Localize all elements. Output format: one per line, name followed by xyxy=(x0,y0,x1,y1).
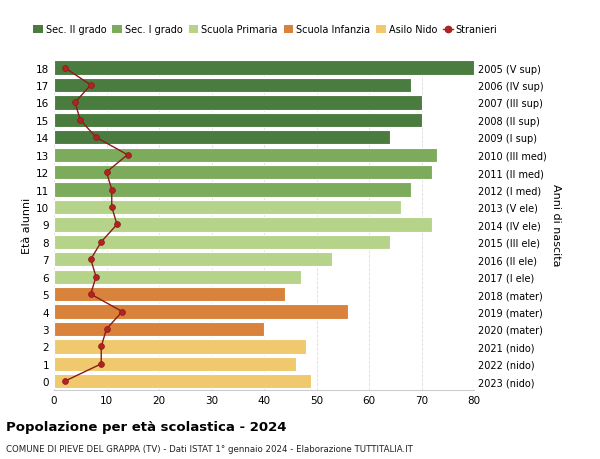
Point xyxy=(86,291,95,298)
Point xyxy=(60,378,70,385)
Point xyxy=(60,65,70,72)
Point xyxy=(97,239,106,246)
Point xyxy=(97,343,106,350)
Point xyxy=(102,325,112,333)
Point xyxy=(123,151,133,159)
Bar xyxy=(54,78,411,93)
Point xyxy=(118,308,127,315)
Bar xyxy=(54,201,401,215)
Point xyxy=(76,117,85,124)
Bar xyxy=(54,340,306,354)
Bar xyxy=(54,270,301,284)
Bar xyxy=(54,61,474,75)
Text: COMUNE DI PIEVE DEL GRAPPA (TV) - Dati ISTAT 1° gennaio 2024 - Elaborazione TUTT: COMUNE DI PIEVE DEL GRAPPA (TV) - Dati I… xyxy=(6,444,413,453)
Bar xyxy=(54,148,437,162)
Legend: Sec. II grado, Sec. I grado, Scuola Primaria, Scuola Infanzia, Asilo Nido, Stran: Sec. II grado, Sec. I grado, Scuola Prim… xyxy=(29,22,501,39)
Bar xyxy=(54,166,432,180)
Point xyxy=(97,360,106,368)
Point xyxy=(112,221,122,229)
Y-axis label: Anni di nascita: Anni di nascita xyxy=(551,184,561,266)
Bar xyxy=(54,131,390,145)
Point xyxy=(107,204,116,211)
Bar xyxy=(54,375,311,389)
Point xyxy=(102,169,112,176)
Bar xyxy=(54,287,285,302)
Point xyxy=(86,82,95,90)
Point xyxy=(86,256,95,263)
Bar xyxy=(54,113,421,128)
Bar xyxy=(54,218,432,232)
Point xyxy=(91,274,101,281)
Bar xyxy=(54,183,411,197)
Bar xyxy=(54,322,264,336)
Point xyxy=(91,134,101,142)
Y-axis label: Età alunni: Età alunni xyxy=(22,197,32,253)
Point xyxy=(70,100,80,107)
Bar xyxy=(54,235,390,249)
Bar xyxy=(54,305,348,319)
Text: Popolazione per età scolastica - 2024: Popolazione per età scolastica - 2024 xyxy=(6,420,287,433)
Point xyxy=(107,186,116,194)
Bar xyxy=(54,96,421,110)
Bar xyxy=(54,252,332,267)
Bar xyxy=(54,357,296,371)
